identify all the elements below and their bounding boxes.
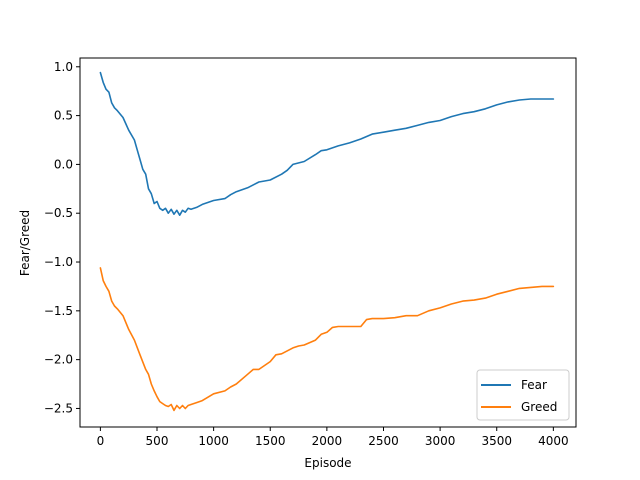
y-axis: 1.0 0.5 0.0 −0.5 −1.0 −1.5 −2.0 −2.5 xyxy=(44,60,80,415)
axes-frame xyxy=(79,57,577,428)
y-tick-label: −2.0 xyxy=(44,353,73,367)
x-axis-label: Episode xyxy=(304,456,351,470)
x-tick-label: 4000 xyxy=(538,434,569,448)
x-tick-label: 2500 xyxy=(368,434,399,448)
x-tick-label: 2000 xyxy=(312,434,343,448)
y-tick-label: 0.5 xyxy=(54,109,73,123)
y-tick-label: 0.0 xyxy=(54,157,73,171)
x-tick-label: 500 xyxy=(146,434,169,448)
legend: Fear Greed xyxy=(476,369,570,421)
x-tick-label: 0 xyxy=(97,434,105,448)
x-axis: 0 500 1000 1500 2000 2500 3000 3500 4000 xyxy=(97,427,569,448)
y-tick-label: −1.0 xyxy=(44,255,73,269)
legend-label-fear: Fear xyxy=(521,378,547,392)
y-tick-label: −0.5 xyxy=(44,206,73,220)
series-line-fear xyxy=(99,71,555,216)
series-layer xyxy=(99,71,555,412)
legend-label-greed: Greed xyxy=(521,400,557,414)
y-tick-label: −1.5 xyxy=(44,304,73,318)
y-tick-label: −2.5 xyxy=(44,401,73,415)
y-axis-label: Fear/Greed xyxy=(18,210,32,276)
x-tick-label: 1500 xyxy=(255,434,286,448)
x-tick-label: 1000 xyxy=(198,434,229,448)
y-tick-label: 1.0 xyxy=(54,60,73,74)
x-tick-label: 3500 xyxy=(481,434,512,448)
series-line-greed xyxy=(99,267,555,412)
x-tick-label: 3000 xyxy=(425,434,456,448)
